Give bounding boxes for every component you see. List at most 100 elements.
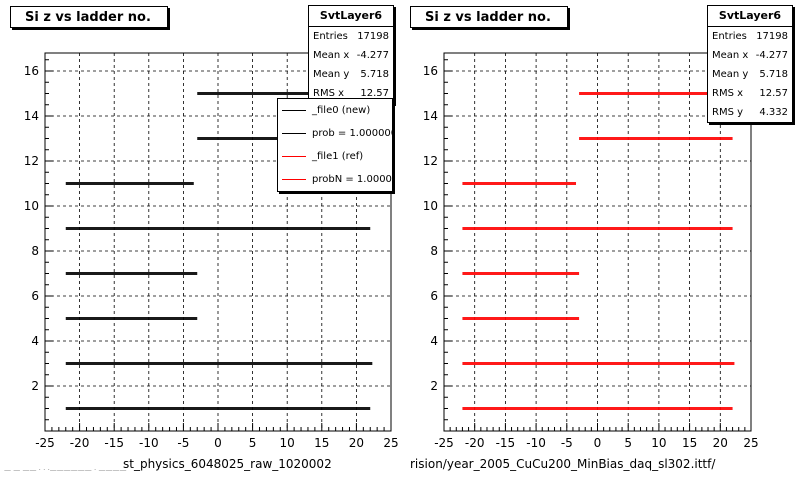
x-tick-label: -5 [177, 436, 189, 450]
x-tick-label: 0 [594, 436, 602, 450]
x-tick-label: -10 [139, 436, 159, 450]
y-tick-label: 12 [423, 154, 438, 168]
data-band [462, 317, 580, 320]
left-pad: -25 -20 -15 -10 -5 0 5 10 15 20 25 2 4 6 8 10 12 14 16 Si … [10, 5, 399, 471]
x-tick-label: 20 [349, 436, 364, 450]
data-band [65, 317, 198, 320]
left-plot-title: Si z vs ladder no. [10, 6, 168, 28]
left-stats-row: Mean y 5.718 [309, 65, 393, 84]
data-band [65, 272, 198, 275]
right-stats-label: Entries [712, 31, 747, 42]
left-stats-label: RMS x [313, 88, 345, 99]
y-tick-label: 10 [24, 199, 39, 213]
right-stats-row: Mean y 5.718 [708, 65, 792, 84]
right-stats-row: RMS x 12.57 [708, 84, 792, 103]
left-stats-label: Entries [313, 31, 348, 42]
left-stats-label: Mean y [313, 69, 350, 80]
x-tick-label: 20 [713, 436, 728, 450]
right-stats-value: 12.57 [759, 88, 788, 99]
left-stats-value: 12.57 [360, 88, 389, 99]
x-tick-label: 0 [214, 436, 222, 450]
legend-line-icon [282, 133, 306, 134]
right-stats-name: SvtLayer6 [708, 6, 792, 27]
y-tick-label: 14 [423, 109, 438, 123]
data-band [579, 137, 733, 140]
right-stats-row: Entries 17198 [708, 27, 792, 46]
data-band [579, 92, 733, 95]
legend-label: probN = 1.000000 [312, 174, 392, 185]
y-tick-label: 4 [430, 334, 438, 348]
right-plot-title: Si z vs ladder no. [410, 6, 568, 28]
y-tick-label: 2 [31, 379, 39, 393]
left-stats-row: Mean x -4.277 [309, 46, 393, 65]
y-tick-label: 8 [31, 244, 39, 258]
left-stats-value: -4.277 [356, 50, 389, 61]
x-tick-label: -10 [526, 436, 546, 450]
right-stats-value: 5.718 [759, 69, 788, 80]
right-stats-label: Mean x [712, 50, 749, 61]
y-tick-label: 8 [430, 244, 438, 258]
right-stats-box: SvtLayer6 Entries 17198 Mean x -4.277 Me… [707, 5, 793, 123]
legend-line-icon [282, 179, 306, 180]
left-stats-value: 5.718 [360, 69, 389, 80]
legend-entry: _file1 (ref) [278, 145, 392, 168]
y-tick-label: 14 [24, 109, 39, 123]
right-x-axis-title: rision/year_2005_CuCu200_MinBias_daq_sl3… [410, 457, 716, 471]
right-stats-value: 4.332 [759, 107, 788, 118]
legend-box: _file0 (new) prob = 1.000000 _file1 (ref… [277, 98, 393, 192]
x-tick-label: 25 [743, 436, 758, 450]
y-tick-label: 2 [430, 379, 438, 393]
x-tick-label: 15 [314, 436, 329, 450]
y-tick-label: 12 [24, 154, 39, 168]
y-tick-label: 16 [24, 64, 39, 78]
y-tick-label: 4 [31, 334, 39, 348]
left-stats-row: Entries 17198 [309, 27, 393, 46]
x-tick-label: -25 [35, 436, 55, 450]
right-stats-row: Mean x -4.277 [708, 46, 792, 65]
left-stats-name: SvtLayer6 [309, 6, 393, 27]
data-band [462, 227, 733, 230]
data-band [65, 362, 373, 365]
data-band [462, 407, 733, 410]
x-tick-label: -25 [434, 436, 454, 450]
right-scatter-plot: -25 -20 -15 -10 -5 0 5 10 15 20 25 2 4 6 8 10 12 14 16 [423, 52, 759, 450]
x-tick-label: -20 [70, 436, 90, 450]
legend-entry: _file0 (new) [278, 99, 392, 122]
left-stats-label: Mean x [313, 50, 350, 61]
x-tick-label: -15 [496, 436, 516, 450]
right-stats-label: Mean y [712, 69, 749, 80]
footer-text: — — —— · · ·—————— · ———— [4, 466, 127, 474]
right-stats-label: RMS x [712, 88, 744, 99]
data-band [462, 182, 577, 185]
right-pad: -25 -20 -15 -10 -5 0 5 10 15 20 25 2 4 6 8 10 12 14 16 Si … [400, 0, 800, 480]
y-tick-label: 10 [423, 199, 438, 213]
x-tick-label: -20 [465, 436, 485, 450]
right-stats-label: RMS y [712, 107, 744, 118]
legend-line-icon [282, 110, 306, 111]
y-tick-label: 16 [423, 64, 438, 78]
y-tick-label: 6 [430, 289, 438, 303]
left-stats-box: SvtLayer6 Entries 17198 Mean x -4.277 Me… [308, 5, 394, 104]
data-band [65, 407, 371, 410]
data-band [65, 227, 371, 230]
data-band [197, 137, 336, 140]
left-stats-row: RMS x 12.57 [309, 84, 393, 103]
legend-entry: probN = 1.000000 [278, 168, 392, 191]
legend-label: _file0 (new) [312, 105, 371, 116]
x-tick-label: -15 [104, 436, 124, 450]
x-tick-label: -5 [561, 436, 573, 450]
legend-label: _file1 (ref) [312, 151, 364, 162]
left-stats-value: 17198 [357, 31, 389, 42]
legend-line-icon [282, 156, 306, 157]
data-band [197, 92, 336, 95]
x-tick-label: 10 [280, 436, 295, 450]
data-band [462, 362, 735, 365]
x-tick-label: 5 [249, 436, 257, 450]
x-tick-label: 10 [651, 436, 666, 450]
y-tick-label: 6 [31, 289, 39, 303]
legend-label: prob = 1.000000 [312, 128, 393, 139]
left-x-axis-title: st_physics_6048025_raw_1020002 [123, 457, 332, 471]
data-band [462, 272, 580, 275]
right-stats-value: 17198 [756, 31, 788, 42]
x-tick-label: 5 [624, 436, 632, 450]
